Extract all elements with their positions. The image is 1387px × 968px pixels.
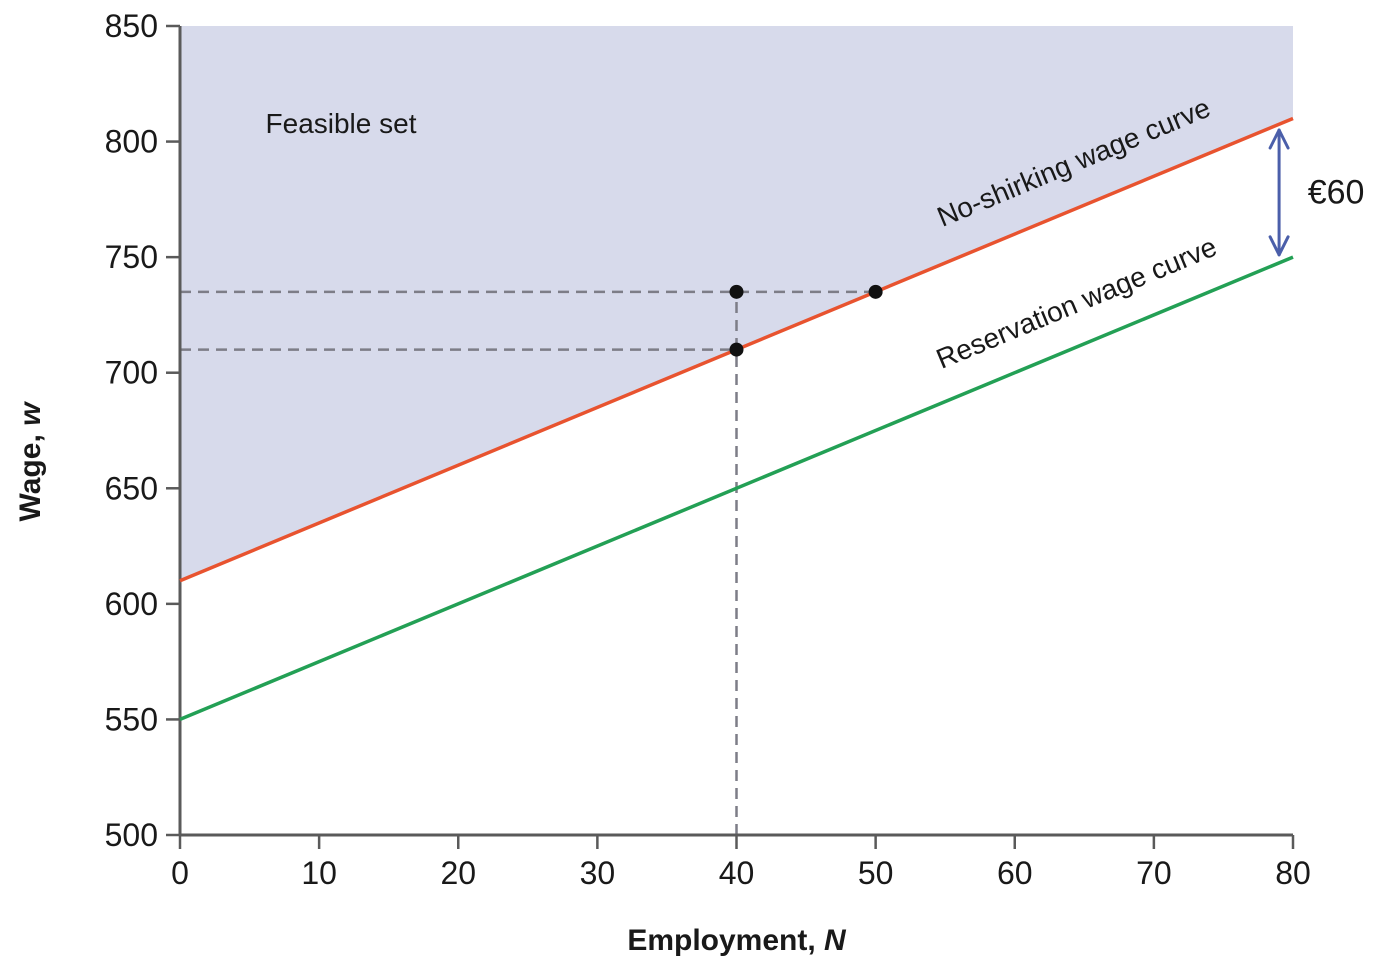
x-tick-label: 60 (997, 855, 1033, 891)
feasible-set-label: Feasible set (266, 108, 417, 139)
y-tick-label: 600 (105, 586, 158, 622)
gap-arrow-head-top (1268, 128, 1290, 150)
y-tick-label: 700 (105, 355, 158, 391)
y-axis-title: Wage, w (14, 401, 47, 522)
x-tick-label: 40 (719, 855, 755, 891)
y-tick-label: 500 (105, 817, 158, 853)
x-tick-label: 70 (1136, 855, 1172, 891)
y-tick-label: 850 (105, 8, 158, 44)
y-tick-label: 650 (105, 470, 158, 506)
curve-label-reservation: Reservation wage curve (932, 231, 1221, 375)
x-tick-label: 30 (580, 855, 616, 891)
gap-arrow-head-bottom (1268, 235, 1290, 257)
x-tick-label: 10 (301, 855, 337, 891)
y-tick-label: 550 (105, 701, 158, 737)
y-tick-label: 800 (105, 124, 158, 160)
gap-annotation-label: €60 (1308, 173, 1365, 211)
x-axis-title: Employment, N (627, 924, 847, 957)
y-tick-label: 750 (105, 239, 158, 275)
point-n50-w735 (868, 284, 883, 299)
x-tick-label: 80 (1275, 855, 1311, 891)
x-tick-label: 50 (858, 855, 894, 891)
x-tick-label: 0 (171, 855, 189, 891)
point-n40-w735 (729, 284, 744, 299)
curve-reservation (179, 255, 1294, 722)
x-tick-label: 20 (440, 855, 476, 891)
point-n40-w710 (729, 342, 744, 357)
